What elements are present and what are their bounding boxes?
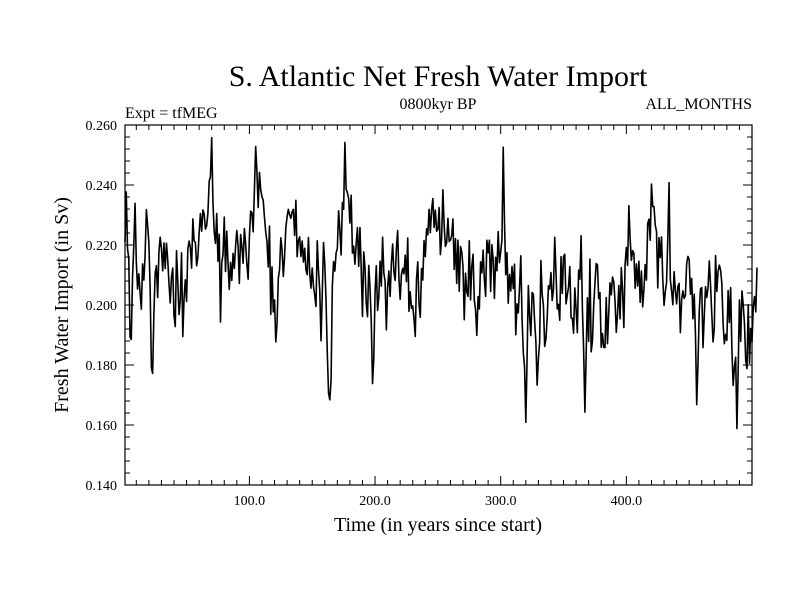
y-tick-label: 0.180	[86, 359, 118, 374]
series-line	[124, 136, 758, 430]
x-axis-label: Time (in years since start)	[334, 514, 542, 536]
tick-labels: 100.0 200.0 300.0 400.0 0.140 0.160 0.180 0.200…	[86, 119, 643, 509]
chart-title: S. Atlantic Net Fresh Water Import	[229, 60, 648, 93]
y-tick-label: 0.140	[86, 479, 118, 494]
axis-ticks	[125, 124, 753, 486]
months-label: ALL_MONTHS	[645, 96, 752, 113]
series-layer	[124, 136, 758, 430]
y-axis-label: Fresh Water Import (in Sv)	[51, 197, 73, 413]
y-tick-label: 0.200	[86, 299, 118, 314]
y-tick-label: 0.240	[86, 179, 118, 194]
x-tick-label: 100.0	[234, 494, 266, 509]
x-tick-label: 400.0	[611, 494, 643, 509]
x-tick-label: 200.0	[359, 494, 391, 509]
period-label: 0800kyr BP	[400, 96, 477, 113]
y-tick-label: 0.160	[86, 419, 118, 434]
x-tick-label: 300.0	[485, 494, 517, 509]
y-tick-label: 0.260	[86, 119, 118, 134]
experiment-label: Expt = tfMEG	[125, 105, 218, 122]
y-tick-label: 0.220	[86, 239, 118, 254]
plot-frame	[124, 124, 753, 486]
